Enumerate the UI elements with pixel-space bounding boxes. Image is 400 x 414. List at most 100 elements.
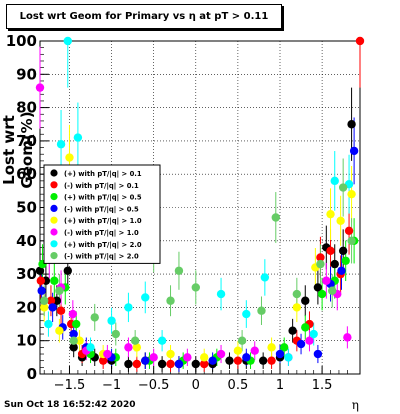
data-point (326, 246, 335, 255)
data-point (275, 349, 285, 359)
data-point (267, 356, 276, 365)
data-point (72, 319, 81, 329)
data-point (313, 283, 323, 292)
data-point (63, 36, 72, 46)
data-point (90, 313, 99, 322)
data-point (55, 286, 64, 295)
y-tick-label: 100 (6, 32, 37, 50)
data-point (132, 343, 142, 352)
legend-marker (50, 169, 58, 177)
data-point (242, 353, 251, 362)
legend-box (43, 164, 161, 264)
legend-label: (-) with pT/|q| > 1.0 (64, 229, 139, 238)
data-point (46, 296, 56, 305)
x-tick-label: 1.5 (312, 378, 333, 393)
data-point (141, 356, 150, 365)
data-point (288, 326, 297, 335)
data-point (260, 273, 270, 282)
data-point (36, 276, 46, 285)
data-point (52, 296, 62, 305)
data-point (132, 359, 142, 369)
grid-lines (40, 41, 360, 374)
data-point (233, 346, 243, 355)
data-point (191, 359, 200, 369)
axis-ticks: −1.5 −1 −0.5 0 0.5 1 1.5 0 10 20 30 40 50 60 70 80 90 100 (6, 32, 348, 393)
chart-title-box: Lost wrt Geom for Primary vs η at pT > 0… (6, 4, 282, 29)
x-tick-label: 0 (192, 378, 200, 393)
data-point (347, 120, 356, 129)
data-point (69, 336, 78, 345)
data-point (65, 153, 74, 162)
chart-title: Lost wrt Geom for Primary vs η at pT > 0… (19, 11, 269, 22)
data-point (98, 356, 108, 365)
data-point (326, 209, 335, 219)
legend: (+) with pT/|q| > 0.1 (-) with pT/|q| > 0… (43, 164, 161, 264)
legend-label: (+) with pT/|q| > 0.1 (64, 170, 142, 179)
x-tick-label: −1.5 (54, 378, 86, 393)
data-point (338, 246, 348, 255)
data-point (44, 319, 53, 329)
data-point (328, 286, 337, 295)
data-point (258, 356, 268, 365)
data-point (183, 353, 192, 362)
y-tick-label: 20 (16, 298, 37, 316)
data-point (68, 309, 78, 319)
data-point (157, 359, 167, 369)
data-point (267, 343, 276, 352)
data-point (296, 339, 306, 349)
data-point (130, 336, 140, 345)
data-point (284, 353, 293, 362)
data-point (338, 183, 348, 192)
data-point (200, 359, 209, 369)
data-point (48, 303, 57, 312)
data-point (166, 349, 175, 359)
legend-marker (50, 228, 58, 236)
data-point (242, 309, 251, 319)
datestamp: Sun Oct 18 16:52:42 2020 (4, 400, 136, 410)
data-point (35, 83, 45, 92)
legend-label: (+) with pT/|q| > 0.5 (64, 194, 142, 203)
data-point (124, 359, 133, 369)
data-point (343, 333, 352, 342)
data-point (86, 343, 95, 352)
data-point (317, 289, 327, 299)
legend-marker (50, 252, 58, 260)
data-point (103, 349, 112, 359)
data-point (208, 356, 217, 365)
legend-marker (50, 181, 58, 189)
data-point (35, 266, 45, 275)
data-point (55, 326, 64, 335)
data-point (157, 336, 167, 345)
data-point (292, 289, 302, 299)
data-point (292, 303, 302, 312)
y-tick-label: 30 (16, 265, 37, 283)
legend-label: (-) with pT/|q| > 0.5 (64, 205, 139, 214)
data-point (111, 329, 120, 339)
data-point (216, 289, 226, 299)
data-point (75, 336, 84, 345)
data-points (35, 36, 365, 369)
data-point (305, 336, 314, 345)
data-point (330, 259, 339, 269)
data-point (166, 359, 175, 369)
data-point (233, 356, 243, 365)
data-point (174, 359, 184, 369)
data-point (257, 306, 266, 315)
y-tick-label: 0 (27, 365, 37, 383)
legend-marker (50, 193, 58, 201)
y-tick-label: 10 (16, 332, 37, 350)
data-point (316, 253, 325, 262)
y-tick-label: 40 (16, 232, 37, 250)
data-point (250, 346, 259, 355)
data-point (141, 293, 150, 302)
data-point (50, 276, 59, 285)
y-tick-label: 90 (16, 65, 37, 83)
x-tick-label: −0.5 (138, 378, 170, 393)
data-point (73, 133, 83, 142)
data-point (316, 259, 325, 269)
data-point (56, 140, 66, 149)
data-point (200, 353, 209, 362)
x-tick-label: 0.5 (228, 378, 249, 393)
x-tick-label: −1 (102, 378, 121, 393)
